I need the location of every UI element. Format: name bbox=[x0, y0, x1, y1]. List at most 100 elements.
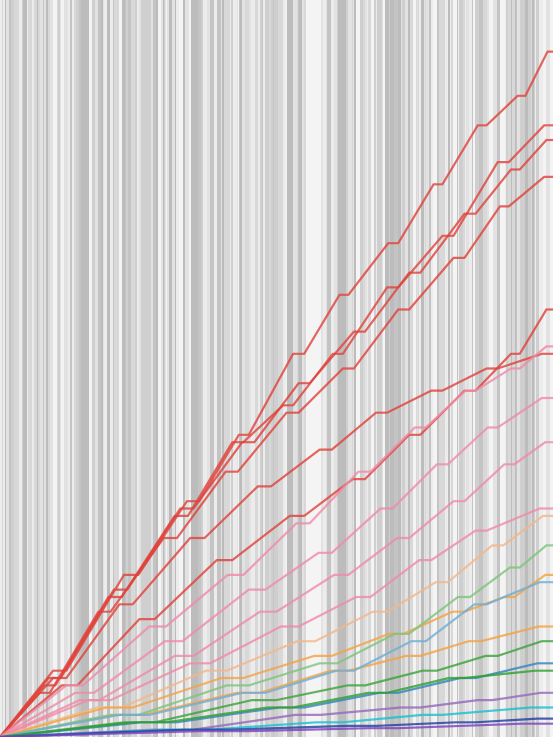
background-stripe bbox=[19, 0, 22, 737]
background-stripe bbox=[38, 0, 40, 737]
background-stripe bbox=[79, 0, 81, 737]
background-stripe bbox=[546, 0, 550, 737]
background-stripe bbox=[310, 0, 314, 737]
background-stripe bbox=[89, 0, 92, 737]
background-stripe bbox=[224, 0, 227, 737]
background-stripe bbox=[167, 0, 169, 737]
series-line-3 bbox=[0, 138, 553, 737]
background-stripe bbox=[27, 0, 28, 737]
background-stripe bbox=[237, 0, 238, 737]
background-stripe bbox=[239, 0, 240, 737]
background-stripe bbox=[316, 0, 317, 737]
background-stripe bbox=[125, 0, 126, 737]
background-stripe bbox=[233, 0, 237, 737]
background-stripe bbox=[238, 0, 239, 737]
background-stripe bbox=[256, 0, 258, 737]
background-stripe bbox=[189, 0, 191, 737]
series-group bbox=[0, 50, 553, 737]
background-stripe bbox=[453, 0, 457, 737]
background-stripe bbox=[531, 0, 532, 737]
background-stripe bbox=[230, 0, 231, 737]
background-stripe bbox=[416, 0, 417, 737]
background-stripe bbox=[53, 0, 57, 737]
background-stripe bbox=[251, 0, 255, 737]
background-stripe bbox=[158, 0, 161, 737]
background-stripe bbox=[365, 0, 367, 737]
background-stripe bbox=[48, 0, 50, 737]
background-stripe bbox=[242, 0, 245, 737]
background-stripe bbox=[317, 0, 321, 737]
background-stripe bbox=[103, 0, 104, 737]
background-stripe bbox=[210, 0, 214, 737]
background-stripe bbox=[151, 0, 153, 737]
background-stripe bbox=[281, 0, 283, 737]
background-stripe bbox=[278, 0, 281, 737]
background-stripe bbox=[57, 0, 58, 737]
background-stripe bbox=[3, 0, 5, 737]
series-line-11 bbox=[0, 514, 553, 737]
background-stripe bbox=[126, 0, 127, 737]
background-stripe bbox=[302, 0, 304, 737]
background-stripe bbox=[419, 0, 421, 737]
background-stripe bbox=[95, 0, 97, 737]
background-stripe bbox=[273, 0, 274, 737]
background-stripe bbox=[451, 0, 453, 737]
background-stripe bbox=[260, 0, 262, 737]
background-stripe bbox=[72, 0, 74, 737]
background-stripe bbox=[104, 0, 107, 737]
background-stripe bbox=[40, 0, 43, 737]
background-stripe bbox=[410, 0, 413, 737]
background-stripe bbox=[146, 0, 149, 737]
background-stripe bbox=[425, 0, 426, 737]
background-stripe bbox=[473, 0, 475, 737]
background-stripe bbox=[263, 0, 265, 737]
background-stripe bbox=[524, 0, 525, 737]
background-stripe bbox=[541, 0, 542, 737]
background-stripe bbox=[356, 0, 360, 737]
background-stripe bbox=[418, 0, 419, 737]
background-stripe bbox=[520, 0, 524, 737]
background-stripe bbox=[175, 0, 176, 737]
background-stripe bbox=[198, 0, 201, 737]
background-stripe bbox=[119, 0, 122, 737]
background-stripe bbox=[299, 0, 302, 737]
background-stripe bbox=[429, 0, 431, 737]
background-stripe bbox=[426, 0, 427, 737]
background-stripe bbox=[405, 0, 408, 737]
background-stripe bbox=[382, 0, 383, 737]
background-stripe bbox=[46, 0, 47, 737]
background-stripe bbox=[231, 0, 233, 737]
background-stripe bbox=[338, 0, 340, 737]
background-stripe bbox=[550, 0, 553, 737]
background-stripe bbox=[383, 0, 385, 737]
background-stripe bbox=[164, 0, 165, 737]
background-stripe bbox=[371, 0, 374, 737]
background-stripe bbox=[139, 0, 140, 737]
background-stripe bbox=[286, 0, 287, 737]
background-stripe bbox=[16, 0, 19, 737]
background-stripe bbox=[470, 0, 472, 737]
background-stripe bbox=[506, 0, 508, 737]
background-stripe bbox=[465, 0, 466, 737]
background-stripe bbox=[47, 0, 48, 737]
background-stripe bbox=[500, 0, 503, 737]
background-stripe bbox=[163, 0, 164, 737]
background-stripe bbox=[293, 0, 297, 737]
background-stripe bbox=[135, 0, 137, 737]
background-stripe bbox=[433, 0, 437, 737]
background-stripe bbox=[207, 0, 210, 737]
background-stripe bbox=[337, 0, 338, 737]
background-stripe bbox=[439, 0, 441, 737]
background-stripe bbox=[274, 0, 278, 737]
series-line-1 bbox=[0, 50, 553, 737]
background-stripe bbox=[145, 0, 146, 737]
background-stripe bbox=[458, 0, 459, 737]
background-stripe bbox=[543, 0, 546, 737]
background-stripe bbox=[360, 0, 363, 737]
background-stripe bbox=[326, 0, 327, 737]
background-stripe bbox=[37, 0, 38, 737]
background-stripe bbox=[14, 0, 16, 737]
background-stripe bbox=[535, 0, 536, 737]
background-stripe bbox=[50, 0, 53, 737]
